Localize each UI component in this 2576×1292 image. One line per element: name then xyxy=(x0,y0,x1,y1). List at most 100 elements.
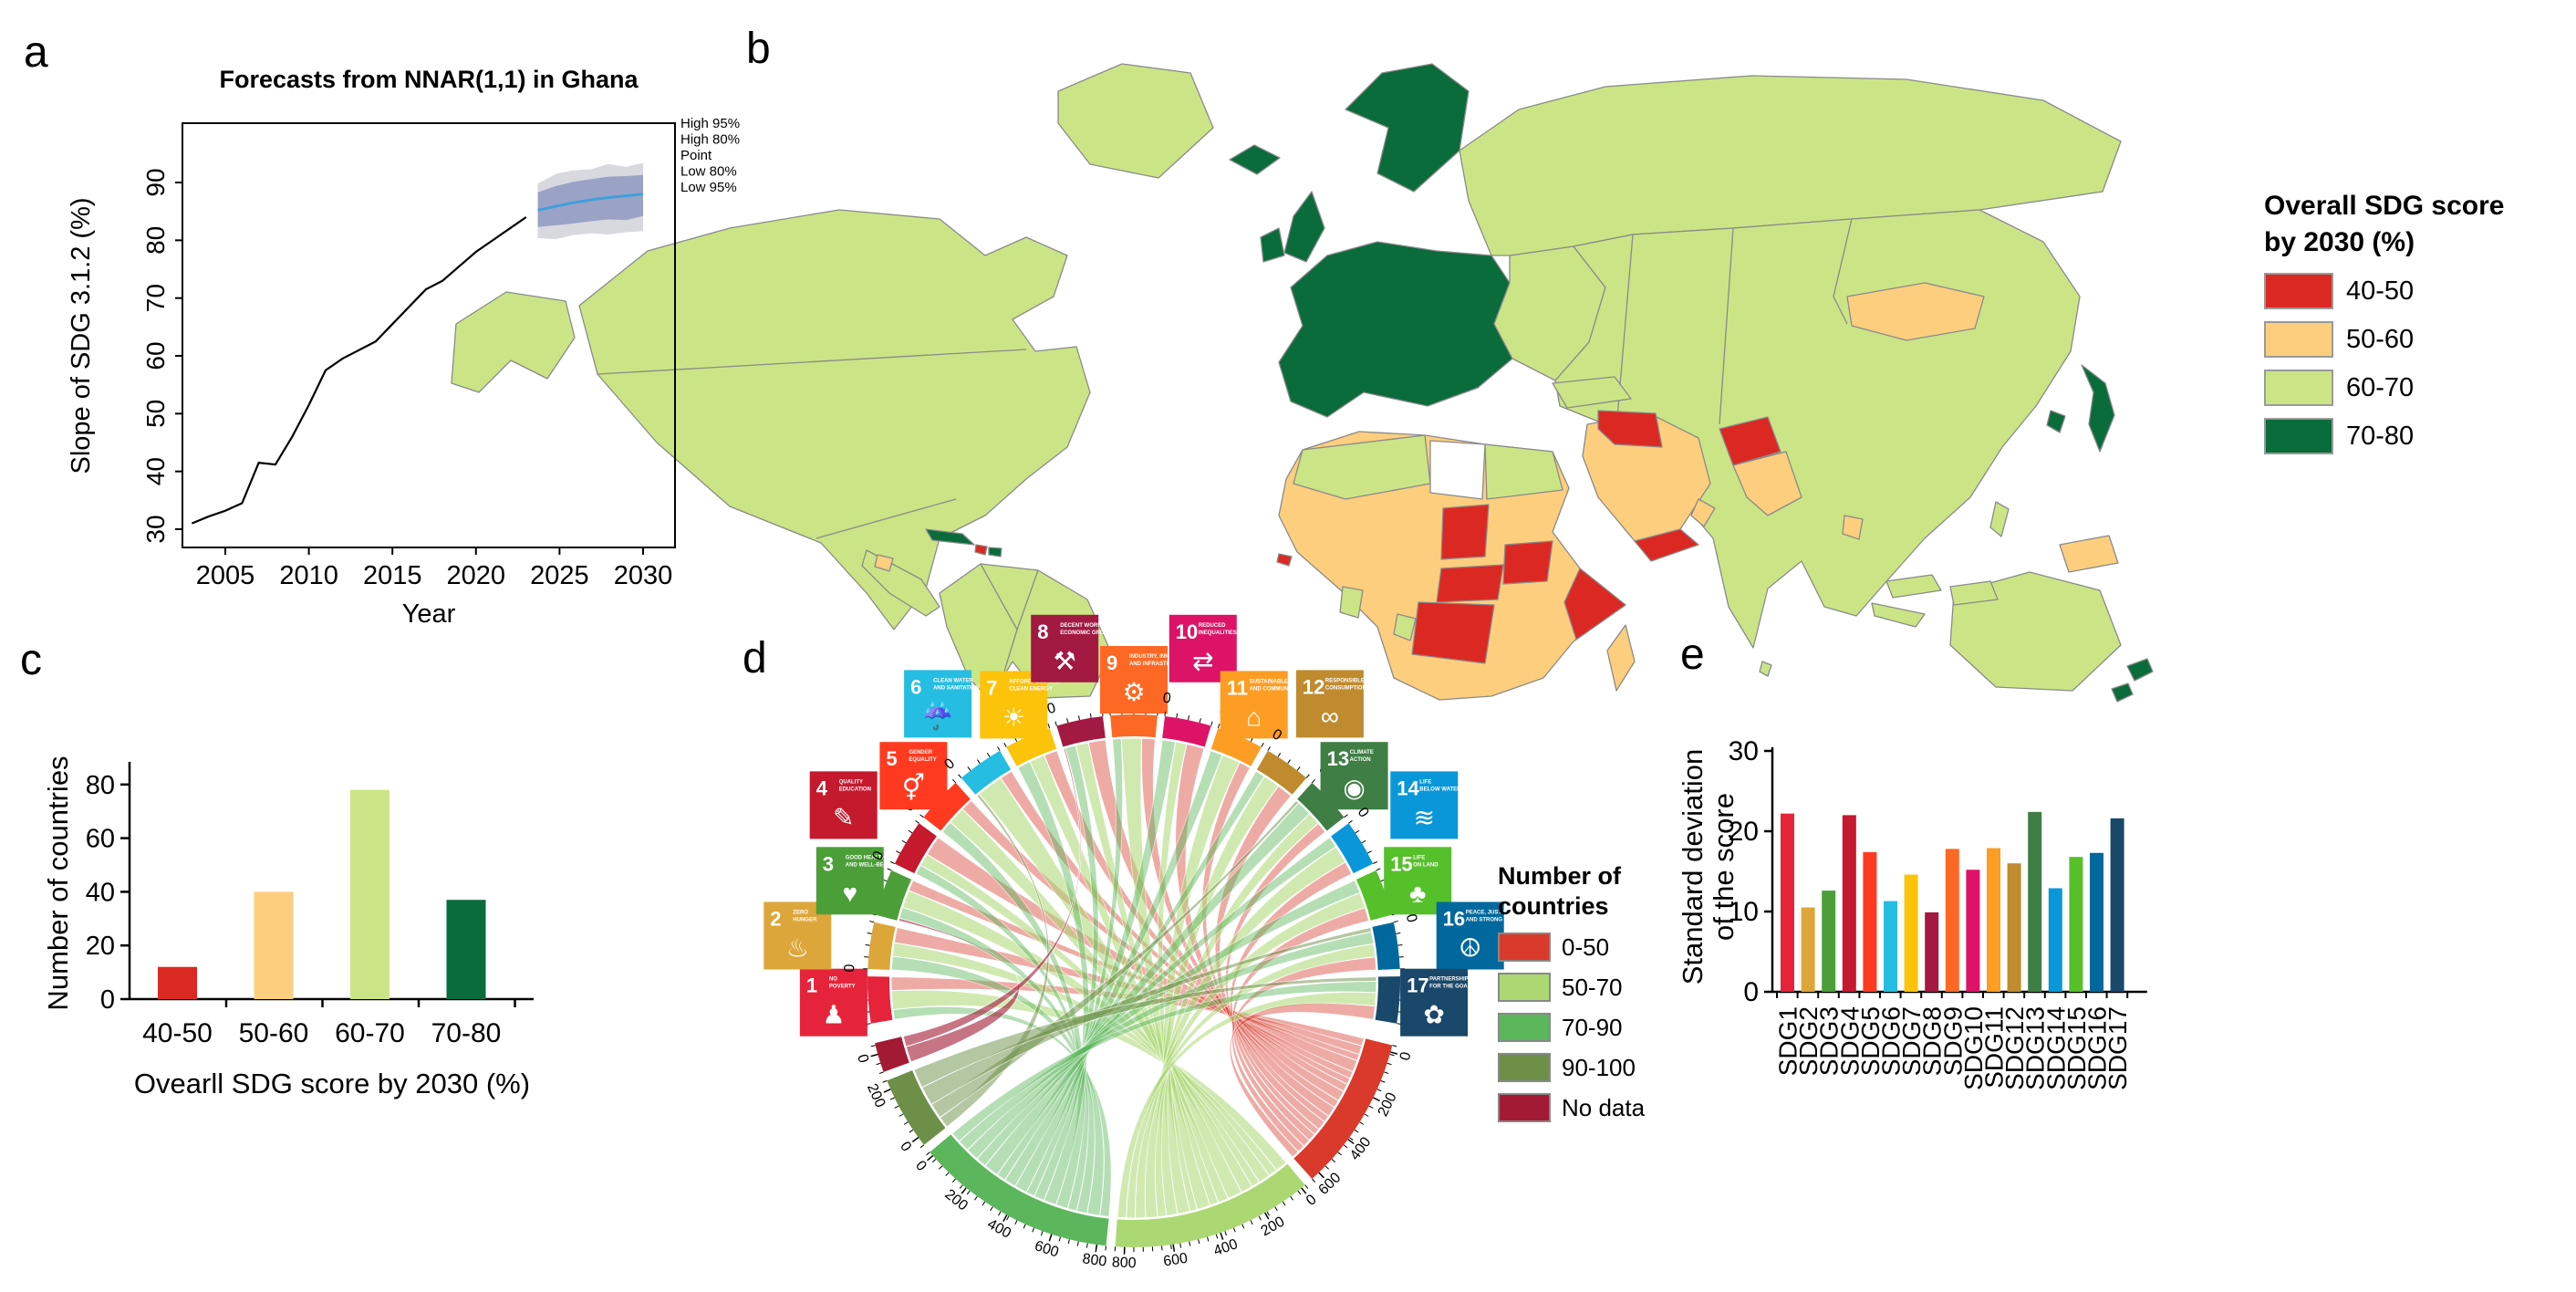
sdg-icon-tile xyxy=(904,670,972,738)
sdg-icon-14: 14 LIFE BELOW WATER ≋ xyxy=(1390,771,1461,839)
chord-legend-title-line1: Number of xyxy=(1498,862,1621,890)
segment-tick xyxy=(998,1211,1002,1216)
segment-tick xyxy=(898,1113,904,1117)
map-region-new-zealand-north xyxy=(2126,658,2154,682)
sdg-icon-pictogram: ♣ xyxy=(1409,879,1426,907)
segment-tick xyxy=(903,1121,909,1125)
sdg-icon-tile xyxy=(815,847,884,915)
bar-SDG12 xyxy=(2007,863,2021,992)
bar-SDG16 xyxy=(2090,852,2103,992)
bar-SDG2 xyxy=(1801,907,1815,992)
chord-ribbon xyxy=(984,802,1311,1176)
chord-ribbon xyxy=(1000,770,1351,1086)
segment-tick xyxy=(959,1184,963,1189)
segment-axis-label: 800 xyxy=(1112,1255,1137,1271)
chord-legend-label: 90-100 xyxy=(1562,1053,1636,1081)
sdg-icon-3: 3 GOOD HEALTH AND WELL-BEING ♥ xyxy=(815,847,894,915)
segment-tick xyxy=(1085,1243,1088,1248)
segment-axis-label: 400 xyxy=(985,1216,1014,1242)
sdg-icon-title-line1: GENDER xyxy=(909,750,932,755)
map-legend-label: 50-60 xyxy=(2346,324,2415,354)
chord-legend-item: 90-100 xyxy=(1498,1053,1645,1082)
sector-tick xyxy=(1066,718,1069,724)
y-axis-label: Number of countries xyxy=(42,755,74,1010)
chord-sector-sdg6 xyxy=(961,750,1012,795)
y-tick-label: 10 xyxy=(1729,897,1759,927)
panel-label-e: e xyxy=(1680,630,1705,679)
chord-legend-label: 70-90 xyxy=(1562,1013,1623,1041)
sector-tick xyxy=(1373,860,1377,865)
map-region-central-african-republic xyxy=(1436,564,1504,603)
segment-tick xyxy=(1354,1129,1359,1133)
chord-ribbon xyxy=(1034,745,1099,1202)
world-map xyxy=(451,63,2154,703)
sdg-icon-title-line2: ON LAND xyxy=(1413,862,1439,868)
chord-sector-sdg4 xyxy=(894,823,937,874)
map-region-scandinavia xyxy=(1345,63,1470,193)
segment-major-tick xyxy=(1002,1214,1008,1223)
map-region-sri-lanka xyxy=(1759,661,1772,677)
map-region-new-zealand-south xyxy=(2111,682,2134,703)
segment-tick xyxy=(1312,1178,1316,1183)
map-region-greenland xyxy=(1057,63,1214,179)
chord-sector-sdg12 xyxy=(1256,750,1307,795)
x-category-label: SDG9 xyxy=(1938,1006,1967,1076)
segment-tick xyxy=(1387,1062,1392,1066)
sdg-icon-tile xyxy=(1400,968,1469,1037)
sdg-icon-pictogram: ⇄ xyxy=(1192,647,1213,675)
chord-ribbon xyxy=(958,931,1375,1151)
map-legend-label: 60-70 xyxy=(2346,372,2415,402)
segment-tick xyxy=(1198,1239,1200,1245)
sdg-icon-tile xyxy=(1295,670,1364,738)
segment-axis-label: 600 xyxy=(1033,1238,1061,1260)
segment-tick xyxy=(1274,1206,1278,1212)
sector-axis-zero-label: 0 xyxy=(1403,912,1420,924)
y-tick-label: 70 xyxy=(141,284,170,312)
sdg-icon-title-line1: QUALITY xyxy=(839,779,863,785)
sector-tick xyxy=(887,868,892,871)
segment-tick xyxy=(1290,1195,1293,1201)
sdg-icon-title-line1: LIFE xyxy=(1413,855,1425,860)
segment-axis-label: 0 xyxy=(1397,1050,1415,1062)
chord-ribbon xyxy=(978,776,1242,1200)
sdg-icon-title-line2: INEQUALITIES xyxy=(1199,630,1237,636)
sdg-icon-5: 5 GENDER EQUALITY ⚥ xyxy=(879,742,948,810)
chord-bottom-segment-70-90 xyxy=(930,1134,1109,1246)
segment-tick xyxy=(1343,1144,1348,1149)
sdg-icon-tile xyxy=(1031,614,1099,682)
segment-axis-label: 0 xyxy=(897,1139,914,1154)
sector-tick xyxy=(908,829,913,834)
sdg-icon-13: 13 CLIMATE ACTION ◉ xyxy=(1320,742,1388,810)
sdg-icon-pictogram: ♥ xyxy=(842,879,857,907)
map-border-us-mexico xyxy=(815,498,957,539)
map-region-philippines xyxy=(1989,501,2010,537)
segment-tick xyxy=(966,1190,971,1195)
sdg-icon-title-line1: SUSTAINABLE CITIES xyxy=(1250,679,1307,684)
sector-tick xyxy=(1164,711,1167,717)
chord-ribbon xyxy=(1134,891,1366,1219)
chord-ribbon xyxy=(1117,991,1377,1219)
bar-SDG10 xyxy=(1966,870,1980,992)
segment-tick xyxy=(876,1062,881,1066)
segment-tick xyxy=(1067,1239,1070,1245)
sdg-icon-6: 6 CLEAN WATER AND SANITATION ☔ xyxy=(904,670,980,738)
chord-ribbon xyxy=(996,770,1265,1181)
sector-tick xyxy=(1261,743,1264,747)
segment-major-tick xyxy=(1220,1232,1224,1240)
bar-SDG11 xyxy=(1987,848,2000,992)
segment-tick xyxy=(1207,1236,1210,1242)
segment-tick xyxy=(1359,1121,1365,1125)
map-region-south-korea xyxy=(2046,410,2066,433)
sdg-icon-tile xyxy=(809,771,878,839)
map-region-united-kingdom xyxy=(1283,191,1325,263)
sdg-icon-1: 1 NO POVERTY ♟ xyxy=(799,968,867,1037)
segment-tick xyxy=(1189,1241,1191,1246)
segment-tick xyxy=(1179,1243,1182,1248)
sector-tick xyxy=(1077,715,1080,721)
segment-tick xyxy=(1161,1245,1163,1251)
sdg-icon-4: 4 QUALITY EDUCATION ✎ xyxy=(809,771,878,839)
chord-sector-sdg14 xyxy=(1331,823,1374,874)
forecast-legend-label: Low 95% xyxy=(680,180,737,195)
forecast-legend-label: Point xyxy=(680,148,712,163)
y-tick-label: 80 xyxy=(141,226,170,255)
